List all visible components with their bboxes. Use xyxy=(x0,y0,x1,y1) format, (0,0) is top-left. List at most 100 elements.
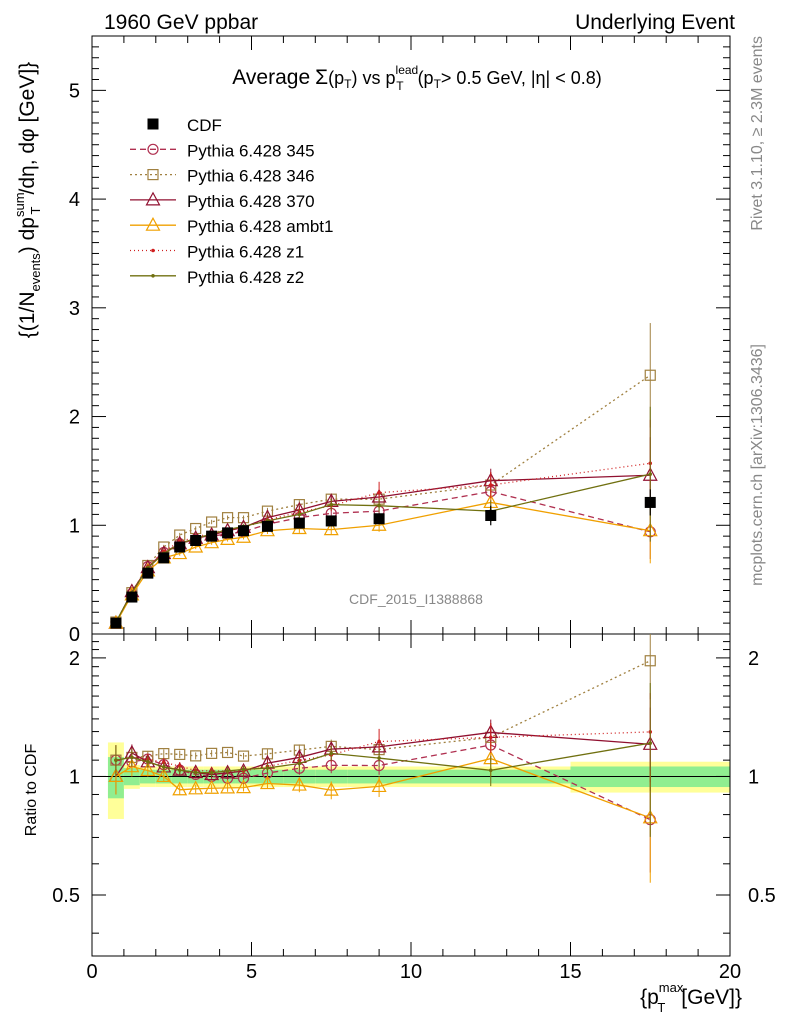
series-2-point xyxy=(190,522,202,535)
series-4-ratio-point xyxy=(371,778,387,793)
cdf-point xyxy=(485,509,497,521)
legend-label-4: Pythia 6.428 ambt1 xyxy=(187,217,333,236)
y-tick-label: 0 xyxy=(69,624,80,646)
series-6-ratio-point xyxy=(225,769,230,773)
series-5-ratio-point xyxy=(377,739,381,744)
ratio-frame xyxy=(91,633,731,957)
main-panel: 0 1 2 3 4 5 xyxy=(69,35,731,956)
x-axis-label: {pmax T [GeV]} xyxy=(640,980,742,1015)
series-4-ratio-point xyxy=(204,779,220,794)
series-6-point xyxy=(297,512,302,517)
series-4-ratio-point xyxy=(140,762,156,777)
series-2-point xyxy=(644,369,656,381)
ratio-tick-label: 1 xyxy=(69,766,80,788)
series-2-point xyxy=(237,512,250,524)
series-6-point xyxy=(377,503,381,508)
series-6-ratio-point xyxy=(265,766,270,770)
x-tick-label: 0 xyxy=(86,961,97,983)
series-6-ratio-point xyxy=(146,760,150,764)
series-4-ratio-point xyxy=(124,758,140,773)
series-6-ratio-point xyxy=(193,770,198,775)
series-6-ratio-point xyxy=(241,767,246,772)
series-4-ratio-point xyxy=(108,768,124,783)
legend-marker-cdf xyxy=(147,118,159,130)
cdf-point xyxy=(373,513,385,525)
legend: CDF Pythia 6.428 345 Pythia 6.428 346 Pythi… xyxy=(130,116,333,287)
ratio-tick-label-right: 1 xyxy=(748,766,759,788)
cdf-point xyxy=(261,520,273,532)
series-4-ratio-point xyxy=(236,779,252,794)
y-tick-label: 3 xyxy=(69,298,80,320)
ratio-tick-label: 2 xyxy=(69,648,80,670)
series-4-point xyxy=(172,545,188,560)
legend-label-cdf: CDF xyxy=(187,116,222,135)
series-6-ratio-point xyxy=(648,741,653,745)
rivet-label: Rivet 3.1.10, ≥ 2.3M events xyxy=(749,36,766,231)
series-6-ratio-point xyxy=(177,768,182,772)
legend-marker-3 xyxy=(145,191,161,206)
ratio-y-axis-label: Ratio to CDF xyxy=(23,744,40,837)
chart-title: Average Σ(pT) vs plead T (pT> 0.5 GeV, |η|… xyxy=(232,63,601,93)
cdf-point xyxy=(190,534,202,546)
series-4-ratio-point xyxy=(259,775,275,790)
ratio-panel: 0 5 10 15 20 0.5 0.5 1 1 2 2 xyxy=(52,633,776,983)
cdf-point xyxy=(158,552,170,564)
x-tick-label: 5 xyxy=(246,961,257,983)
legend-label-5: Pythia 6.428 z1 xyxy=(187,243,304,262)
series-6-ratio-point xyxy=(209,770,214,775)
cdf-point xyxy=(222,527,234,539)
series-4-point xyxy=(371,517,387,531)
cdf-point xyxy=(142,567,154,579)
series-6-ratio-point xyxy=(297,761,302,766)
cdf-point xyxy=(110,617,122,629)
series-4-point xyxy=(323,521,339,536)
series-5-point xyxy=(377,490,381,495)
series-6-ratio-point xyxy=(114,758,118,762)
legend-marker-2 xyxy=(147,169,159,181)
series-3-ratio-point xyxy=(204,766,220,781)
legend-label-6: Pythia 6.428 z2 xyxy=(187,268,304,287)
cdf-point xyxy=(174,541,186,553)
series-6-point xyxy=(329,502,334,507)
legend-marker-4 xyxy=(145,216,161,231)
series-4-ratio-point xyxy=(156,768,172,783)
series-4-ratio-point xyxy=(188,780,204,795)
series-2-line xyxy=(115,374,651,623)
cdf-point xyxy=(206,530,218,542)
series-4-ratio-point xyxy=(172,781,188,796)
series-2-ratio-point xyxy=(190,750,202,762)
series-2-ratio-point xyxy=(174,748,186,761)
ratio-tick-label: 0.5 xyxy=(52,885,80,907)
series-5-point xyxy=(488,483,493,487)
watermark: CDF_2015_I1388868 xyxy=(349,591,483,607)
legend-marker-1 xyxy=(147,143,159,155)
series-6-ratio-point xyxy=(161,765,166,769)
header-left: 1960 GeV ppbar xyxy=(104,11,258,34)
series-6-ratio-point xyxy=(377,756,381,760)
x-tick-label: 10 xyxy=(400,961,422,983)
x-tick-label: 15 xyxy=(559,961,581,983)
cdf-point xyxy=(644,496,656,508)
series-4-point xyxy=(236,528,252,543)
series-4-point xyxy=(204,534,220,549)
y-tick-label: 2 xyxy=(69,407,80,429)
legend-marker-5 xyxy=(151,248,155,253)
series-4-ratio-point xyxy=(323,781,339,796)
legend-marker-6 xyxy=(151,274,155,278)
ratio-tick-label-right: 0.5 xyxy=(748,885,776,907)
y-tick-label: 1 xyxy=(69,515,80,537)
series-2-ratio-line xyxy=(115,660,651,761)
cdf-point xyxy=(238,525,250,537)
series-6-point xyxy=(648,472,653,476)
mcplots-label: mcplots.cern.ch [arXiv:1306.3436] xyxy=(749,344,766,586)
cdf-point xyxy=(325,515,337,527)
series-6-ratio-point xyxy=(488,768,493,773)
ratio-tick-label-right: 2 xyxy=(748,648,759,670)
series-2-ratio-point xyxy=(221,746,234,759)
series-4-point xyxy=(188,538,204,553)
series-2-ratio-point xyxy=(237,750,250,762)
legend-label-2: Pythia 6.428 346 xyxy=(187,167,315,186)
series-4-ratio-point xyxy=(220,779,236,794)
cdf-point xyxy=(126,591,138,603)
series-6-ratio-point xyxy=(329,751,334,756)
